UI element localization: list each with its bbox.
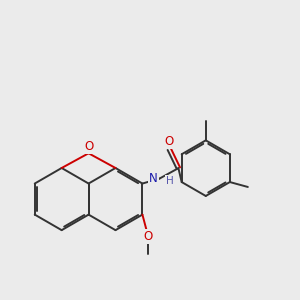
Text: O: O <box>165 136 174 148</box>
Text: H: H <box>166 176 174 186</box>
Text: O: O <box>144 230 153 243</box>
Text: N: N <box>149 172 158 185</box>
Text: O: O <box>84 140 93 153</box>
